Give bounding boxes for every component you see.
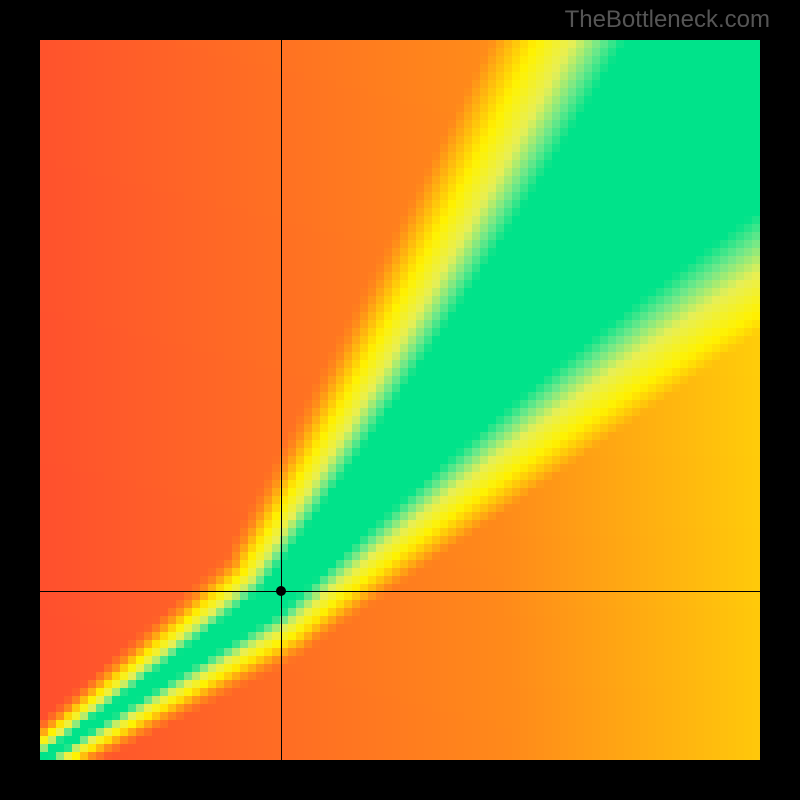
marker-dot bbox=[276, 586, 286, 596]
crosshair-vertical bbox=[281, 40, 282, 760]
plot-area bbox=[40, 40, 760, 760]
chart-container: TheBottleneck.com bbox=[0, 0, 800, 800]
crosshair-horizontal bbox=[40, 591, 760, 592]
heatmap-canvas bbox=[40, 40, 760, 760]
watermark-text: TheBottleneck.com bbox=[565, 6, 770, 34]
